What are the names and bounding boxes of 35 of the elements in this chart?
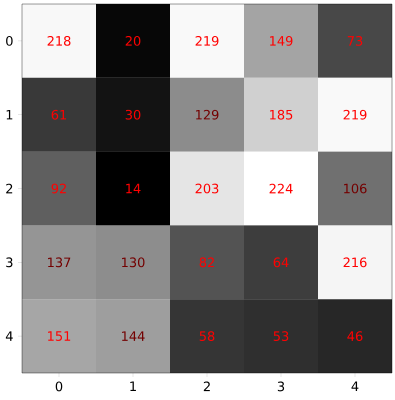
data-label: 30 [126,110,140,120]
data-label: 53 [274,331,288,342]
x-tick-label: 2 [204,382,210,392]
data-label: 149 [270,36,292,46]
data-label: 144 [122,331,145,341]
x-tick-label: 3 [278,382,284,392]
data-label: 224 [270,184,293,194]
data-label: 216 [344,257,367,268]
x-tick-label: 0 [56,382,62,392]
data-label: 82 [200,257,214,268]
data-label: 106 [344,184,367,194]
data-label: 20 [126,36,140,46]
x-tick-label: 1 [130,382,136,391]
data-label: 46 [347,331,362,342]
data-label: 130 [122,257,144,268]
data-label: 218 [48,36,70,46]
y-tick-label: 1 [6,110,12,120]
data-label: 219 [344,110,366,120]
data-label: 219 [196,36,218,46]
y-tick-label: 4 [6,331,13,341]
y-tick-label: 3 [6,257,12,268]
data-label: 137 [48,257,70,268]
data-label: 203 [196,184,218,194]
data-label: 58 [200,331,214,342]
y-tick-label: 2 [6,184,12,194]
data-label: 151 [48,331,70,341]
x-tick-label: 4 [352,382,358,391]
data-label: 73 [348,36,362,46]
data-label: 61 [52,110,66,120]
y-tick-label: 0 [6,36,13,46]
data-label: 14 [126,184,141,194]
data-label: 64 [274,257,289,268]
data-label: 129 [196,110,218,120]
data-label: 185 [270,110,292,120]
data-label: 92 [52,184,66,194]
